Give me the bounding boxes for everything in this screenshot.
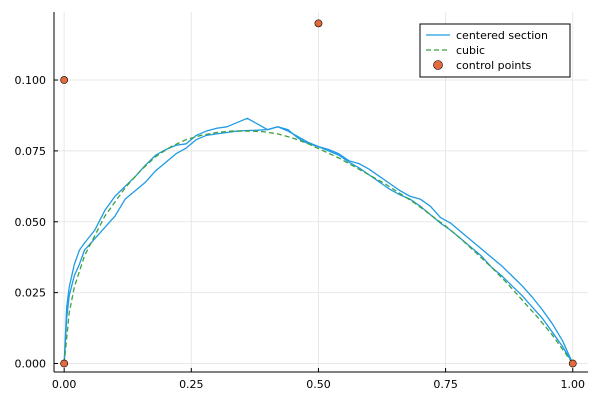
control-point-marker: [568, 359, 577, 368]
x-tick-label: 1.00: [560, 378, 585, 391]
y-tick-label: 0.050: [15, 216, 47, 229]
y-tick-label: 0.100: [15, 74, 47, 87]
series-line: [63, 126, 574, 364]
series-line: [63, 117, 574, 364]
axes: [53, 12, 588, 373]
series-layer: [60, 19, 577, 368]
legend-label: centered section: [456, 29, 548, 42]
y-tick-label: 0.075: [15, 145, 47, 158]
x-tick-label: 0.75: [433, 378, 458, 391]
control-point-marker: [60, 359, 69, 368]
legend: centered section cubic control points: [419, 23, 571, 78]
x-tick-label: 0.50: [306, 378, 331, 391]
legend-marker-swatch: [433, 60, 443, 70]
y-tick-label: 0.025: [15, 287, 47, 300]
grid: [54, 12, 588, 372]
y-tick-label: 0.000: [15, 357, 47, 370]
control-point-marker: [60, 76, 69, 84]
legend-label: cubic: [456, 44, 485, 57]
control-point-marker: [314, 19, 323, 28]
ticks: 0.00 0.25 0.50 0.75 1.00 0.000 0.025 0.050 0.075…: [15, 74, 585, 391]
x-tick-label: 0.00: [52, 378, 77, 391]
x-tick-label: 0.25: [179, 378, 204, 391]
series-line: [63, 130, 574, 364]
legend-label: control points: [456, 59, 532, 72]
